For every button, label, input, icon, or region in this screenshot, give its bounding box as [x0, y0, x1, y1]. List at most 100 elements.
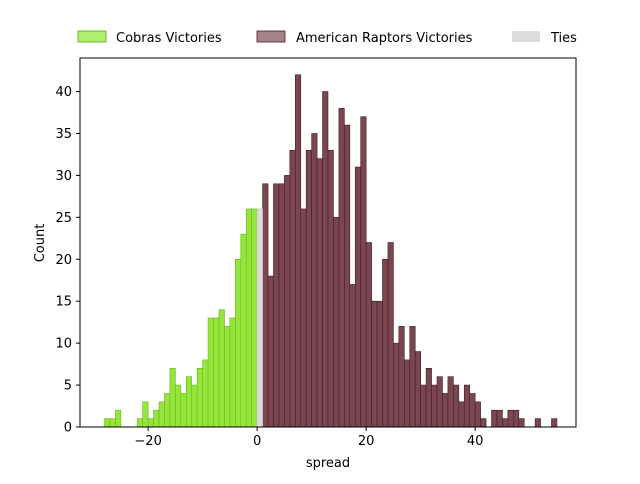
histogram-bar — [235, 258, 242, 428]
histogram-bar — [365, 242, 372, 428]
histogram-bar — [398, 326, 405, 428]
histogram-bar — [360, 116, 367, 428]
histogram-bar — [180, 393, 187, 428]
histogram-bar — [463, 384, 471, 428]
histogram-bar — [453, 384, 460, 428]
y-tick-label: 20 — [55, 253, 72, 268]
histogram-bar — [273, 183, 280, 428]
y-tick-label: 0 — [64, 421, 72, 436]
histogram-bar — [207, 317, 214, 428]
histogram-bar — [333, 217, 340, 428]
histogram-bar — [354, 166, 362, 428]
histogram-bar — [240, 233, 247, 428]
histogram-bar — [245, 208, 252, 428]
histogram-bar — [191, 384, 198, 428]
legend-label-ties: Ties — [550, 31, 577, 46]
histogram-bar — [404, 359, 411, 428]
histogram-bar — [376, 300, 383, 428]
histogram-bar — [115, 409, 122, 428]
histogram-bar — [322, 91, 329, 428]
histogram-bar — [169, 367, 176, 428]
histogram-bar — [338, 108, 345, 428]
histogram-bar — [256, 208, 263, 428]
histogram-bar — [202, 359, 209, 428]
y-tick-label: 40 — [55, 85, 72, 100]
legend-swatch-ties — [512, 31, 540, 42]
histogram-bar — [425, 367, 432, 428]
x-axis-label: spread — [306, 456, 350, 471]
histogram-bar — [447, 376, 454, 428]
histogram-bar — [431, 384, 438, 428]
y-tick-label: 15 — [55, 295, 72, 310]
histogram-bar — [393, 342, 400, 428]
histogram-bar — [387, 242, 394, 428]
y-axis-ticks: 0 5 10 15 20 25 30 35 40 — [55, 85, 80, 436]
x-axis-ticks: −20 0 20 40 — [134, 427, 483, 449]
y-tick-label: 25 — [55, 211, 72, 226]
histogram-bar — [289, 149, 296, 428]
histogram-bar — [458, 401, 465, 428]
legend-label-cobras: Cobras Victories — [116, 31, 222, 46]
histogram-bar — [480, 418, 487, 428]
histogram-bar — [327, 149, 334, 428]
histogram-bar — [496, 409, 503, 428]
histogram-bar — [267, 275, 274, 428]
y-tick-label: 5 — [64, 379, 72, 394]
legend-label-raptors: American Raptors Victories — [296, 31, 473, 46]
histogram-bar — [382, 258, 389, 428]
histogram-bar — [436, 376, 443, 428]
histogram-bar — [136, 418, 143, 428]
histogram-bar — [158, 401, 165, 428]
histogram-bar — [420, 384, 427, 428]
histogram-bar — [344, 124, 351, 428]
y-tick-label: 30 — [55, 169, 72, 184]
histogram-bar — [502, 418, 509, 428]
histogram-bar — [218, 309, 225, 428]
histogram-bar — [109, 418, 116, 428]
x-tick-label: 20 — [358, 434, 375, 449]
histogram-bar — [142, 401, 149, 428]
y-axis-label: Count — [33, 224, 48, 263]
histogram-bar — [518, 418, 525, 428]
x-tick-label: −20 — [134, 434, 161, 449]
histogram-bar — [196, 367, 203, 428]
histogram-bar — [185, 376, 193, 428]
histogram-bar — [316, 158, 323, 428]
histogram-bar — [300, 208, 307, 428]
histogram-bar — [551, 418, 558, 428]
histogram-bar — [442, 393, 449, 428]
histogram-bar — [278, 183, 285, 428]
histogram-bar — [474, 401, 481, 428]
histogram-bar — [153, 409, 160, 428]
legend-swatch-raptors — [256, 30, 286, 43]
histogram-bar — [349, 284, 356, 428]
histogram-bar — [469, 393, 476, 428]
histogram-bar — [513, 409, 520, 428]
histogram-bar — [147, 418, 154, 428]
x-tick-label: 0 — [253, 434, 261, 449]
histogram-bar — [213, 317, 220, 428]
histogram-bar — [284, 175, 291, 428]
histogram-bars — [104, 74, 558, 428]
legend: Cobras Victories American Raptors Victor… — [77, 30, 577, 46]
histogram-bar — [534, 418, 541, 428]
histogram-bar — [409, 326, 416, 428]
histogram-bar — [311, 133, 318, 428]
histogram-bar — [371, 300, 378, 428]
histogram-bar — [251, 208, 258, 428]
y-tick-label: 10 — [55, 337, 72, 352]
plot-frame — [79, 57, 577, 428]
histogram-bar — [294, 74, 302, 428]
histogram-bar — [229, 317, 236, 428]
y-tick-label: 35 — [55, 127, 72, 142]
histogram-bar — [164, 393, 171, 428]
x-tick-label: 40 — [467, 434, 484, 449]
legend-swatch-cobras — [77, 30, 107, 43]
histogram-bar — [414, 351, 421, 428]
histogram-bar — [175, 384, 182, 428]
histogram-bar — [104, 418, 111, 428]
histogram-bar — [507, 409, 514, 428]
histogram-bar — [491, 409, 498, 428]
histogram-bar — [305, 149, 312, 428]
